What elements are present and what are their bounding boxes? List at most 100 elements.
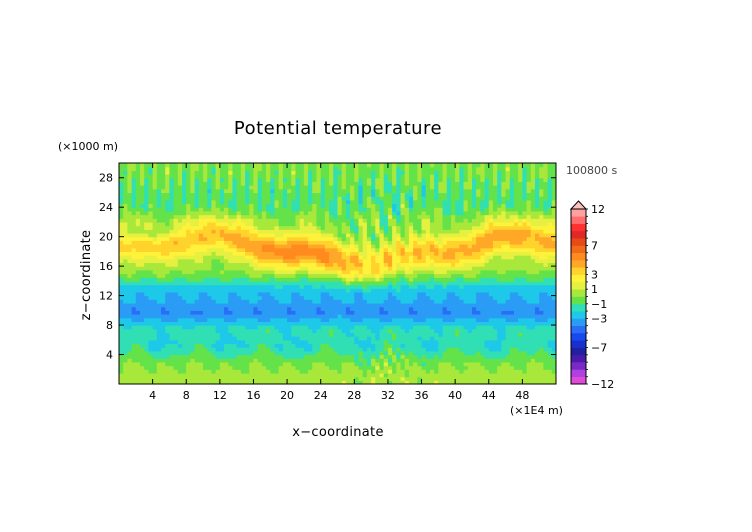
heatmap-cell (215, 269, 221, 275)
heatmap-cell (211, 174, 217, 179)
heatmap-cell (253, 328, 259, 334)
heatmap-cell (119, 306, 124, 311)
heatmap-cell (123, 306, 128, 311)
heatmap-cell (274, 251, 280, 256)
heatmap-cell (429, 236, 435, 241)
heatmap-cell (295, 163, 301, 168)
heatmap-cell (127, 166, 133, 171)
heatmap-cell (278, 295, 284, 300)
heatmap-cell (177, 350, 183, 356)
heatmap-cell (127, 302, 133, 308)
heatmap-cell (169, 306, 175, 311)
heatmap-cell (425, 210, 431, 216)
heatmap-cell (270, 262, 276, 267)
heatmap-cell (232, 336, 238, 341)
heatmap-cell (219, 266, 225, 271)
heatmap-cell (337, 251, 343, 256)
heatmap-cell (266, 314, 271, 319)
heatmap-cell (152, 166, 158, 171)
heatmap-cell (366, 232, 372, 238)
heatmap-cell (148, 288, 154, 293)
heatmap-cell (211, 251, 217, 256)
heatmap-cell (261, 343, 267, 348)
heatmap-cell (442, 266, 448, 271)
heatmap-cell (320, 376, 326, 381)
heatmap-cell (408, 185, 414, 190)
heatmap-cell (408, 273, 414, 278)
heatmap-cell (459, 185, 465, 190)
heatmap-cell (459, 207, 465, 212)
heatmap-cell (198, 306, 204, 311)
heatmap-cell (383, 321, 389, 326)
heatmap-cell (140, 306, 145, 311)
heatmap-cell (463, 361, 469, 367)
heatmap-cell (371, 310, 376, 315)
heatmap-cell (156, 299, 162, 304)
heatmap-cell (379, 361, 385, 367)
heatmap-cell (383, 266, 389, 271)
heatmap-cell (245, 284, 250, 289)
heatmap-cell (186, 244, 192, 249)
heatmap-cell (228, 343, 234, 348)
heatmap-cell (287, 325, 292, 330)
heatmap-cell (253, 196, 259, 201)
heatmap-cell (417, 365, 423, 370)
heatmap-cell (450, 277, 456, 282)
heatmap-cell (308, 343, 313, 348)
heatmap-cell (404, 185, 410, 190)
heatmap-cell (127, 354, 133, 359)
heatmap-cell (329, 210, 334, 216)
heatmap-cell (165, 343, 171, 348)
heatmap-cell (182, 229, 187, 234)
heatmap-cell (198, 269, 204, 275)
heatmap-cell (253, 295, 259, 300)
heatmap-cell (408, 203, 414, 208)
heatmap-cell (467, 369, 473, 374)
heatmap-cell (341, 343, 347, 348)
heatmap-cell (320, 170, 326, 175)
heatmap-cell (148, 347, 154, 352)
heatmap-cell (425, 291, 431, 297)
heatmap-cell (396, 214, 402, 219)
heatmap-cell (148, 273, 154, 278)
heatmap-cell (337, 255, 343, 260)
heatmap-cell (119, 269, 124, 275)
heatmap-cell (207, 310, 213, 315)
heatmap-cell (421, 317, 427, 322)
heatmap-cell (345, 174, 351, 179)
heatmap-cell (287, 210, 292, 216)
heatmap-cell (299, 354, 305, 359)
heatmap-cell (236, 192, 242, 197)
heatmap-cell (207, 343, 213, 348)
heatmap-cell (119, 221, 124, 227)
heatmap-cell (282, 280, 288, 286)
heatmap-cell (358, 376, 364, 381)
heatmap-cell (131, 277, 137, 282)
heatmap-cell (467, 343, 473, 348)
heatmap-cell (203, 240, 208, 245)
heatmap-cell (316, 174, 322, 179)
heatmap-cell (312, 188, 318, 194)
heatmap-cell (463, 273, 469, 278)
heatmap-cell (203, 277, 208, 282)
heatmap-cell (249, 232, 255, 238)
heatmap-cell (148, 358, 154, 363)
heatmap-cell (455, 325, 460, 330)
heatmap-cell (211, 321, 217, 326)
heatmap-cell (203, 314, 208, 319)
heatmap-cell (203, 317, 208, 322)
heatmap-cell (350, 314, 355, 319)
heatmap-cell (165, 225, 171, 230)
heatmap-cell (320, 288, 326, 293)
heatmap-cell (211, 277, 217, 282)
heatmap-cell (375, 185, 381, 190)
heatmap-cell (303, 214, 309, 219)
heatmap-cell (140, 302, 145, 308)
heatmap-cell (375, 361, 381, 367)
heatmap-cell (425, 328, 431, 334)
heatmap-cell (228, 262, 234, 267)
heatmap-cell (467, 380, 473, 384)
heatmap-cell (425, 255, 431, 260)
heatmap-cell (282, 244, 288, 249)
